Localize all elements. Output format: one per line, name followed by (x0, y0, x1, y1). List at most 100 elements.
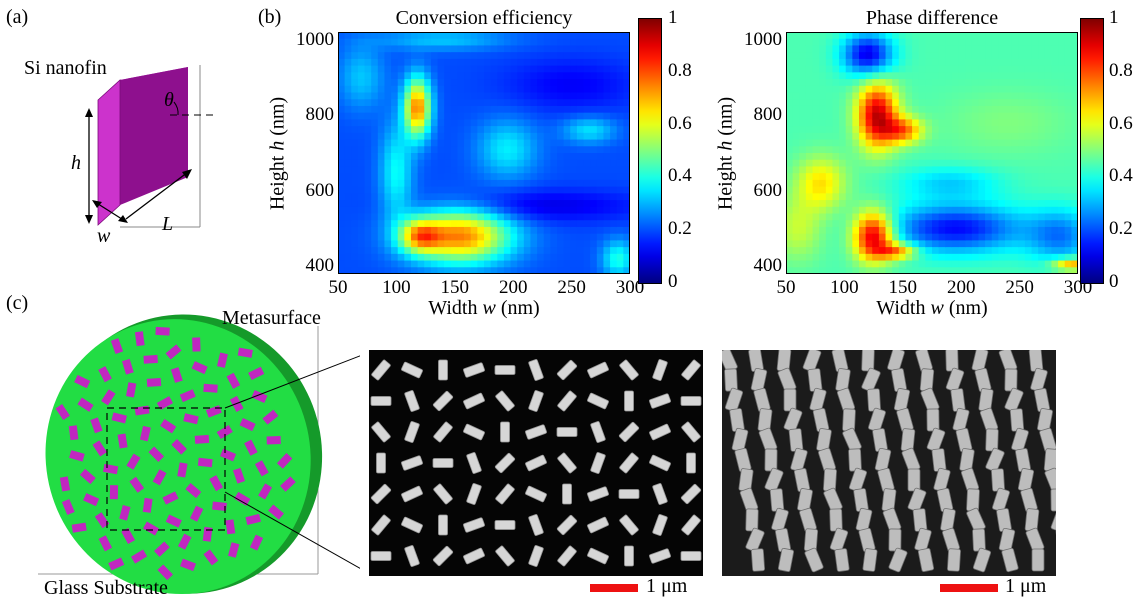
heatmap-cell (457, 105, 465, 114)
heatmap-cell (938, 112, 946, 120)
heatmap-cell (1011, 193, 1019, 201)
heatmap-cell (971, 99, 980, 107)
heatmap-cell (596, 132, 605, 141)
heatmap-cell (503, 79, 512, 87)
heatmap-cell (550, 132, 558, 141)
heatmap-cell (497, 179, 505, 188)
heatmap-cell (945, 72, 953, 80)
heatmap-cell (523, 45, 532, 53)
sem-nanofin (557, 390, 577, 412)
heatmap-cell (991, 226, 999, 235)
heatmap-cell (457, 99, 465, 107)
heatmap-cell (543, 92, 551, 100)
heatmap-cell (430, 38, 439, 47)
heatmap-cell (805, 159, 814, 168)
heatmap-cell (417, 220, 425, 228)
heatmap-cell (825, 65, 834, 73)
heatmap-cell (805, 72, 814, 80)
heatmap-cell (603, 260, 611, 268)
heatmap-cell (1044, 38, 1053, 47)
heatmap-cell (364, 146, 372, 154)
heatmap-cell (1024, 92, 1033, 100)
heatmap-cell (905, 247, 913, 255)
heatmap-cell (437, 253, 445, 262)
sem-nanofin (495, 390, 515, 412)
heatmap-cell (1038, 253, 1046, 262)
heatmap-cell (1005, 58, 1013, 67)
heatmap-cell (464, 240, 472, 248)
heatmap-cell (596, 139, 605, 147)
heatmap-cell (951, 213, 960, 221)
heatmap-cell (872, 173, 880, 181)
heatmap-cell (1031, 52, 1039, 60)
heatmap-cell (397, 220, 405, 228)
heatmap-cell (357, 119, 366, 127)
heatmap-cell (404, 213, 412, 221)
heatmap-cell (464, 166, 472, 174)
heatmap-cell (411, 132, 419, 141)
heatmap-cell (610, 105, 618, 114)
heatmap-cell (470, 220, 478, 228)
heatmap-cell (845, 45, 853, 53)
heatmap-cell (819, 79, 827, 87)
heatmap-cell (457, 166, 465, 174)
heatmap-cell (530, 126, 538, 134)
heatmap-cell (563, 99, 571, 107)
heatmap-cell (457, 32, 465, 40)
heatmap-cell (786, 173, 794, 181)
heatmap-cell (958, 32, 966, 40)
heatmap-cell (497, 139, 505, 147)
heatmap-cell (852, 193, 860, 201)
heatmap-cell (338, 58, 346, 67)
heatmap-cell (450, 233, 459, 241)
heatmap-cell (616, 65, 624, 73)
heatmap-cell (490, 45, 498, 53)
heatmap-cell (1011, 105, 1019, 114)
heatmap-cell (965, 126, 973, 134)
heatmap-cell (918, 105, 926, 114)
heatmap-cell (477, 247, 485, 255)
heatmap-cell (484, 65, 492, 73)
heatmap-cell (583, 58, 591, 67)
heatmap-cell (417, 139, 425, 147)
heatmap-cell (450, 92, 459, 100)
x-tick-label: 250 (1005, 277, 1034, 298)
heatmap-cell (404, 206, 412, 215)
heatmap-cell (570, 200, 578, 208)
heatmap-cell (918, 65, 926, 73)
heatmap-cell (845, 112, 853, 120)
heatmap-cell (364, 79, 372, 87)
heatmap-cell (503, 213, 512, 221)
heatmap-cell (576, 32, 585, 40)
heatmap-cell (945, 132, 953, 141)
heatmap-cell (550, 38, 558, 47)
heatmap-cell (444, 132, 452, 141)
heatmap-cell (1071, 126, 1078, 134)
heatmap-cell (510, 79, 518, 87)
heatmap-cell (563, 112, 571, 120)
heatmap-cell (357, 159, 366, 168)
colorbar-tick-label: 0 (1109, 271, 1119, 292)
heatmap-cell (872, 45, 880, 53)
heatmap-cell (1005, 260, 1013, 268)
heatmap-cell (1038, 139, 1046, 147)
heatmap-cell (377, 45, 386, 53)
heatmap-cell (417, 92, 425, 100)
heatmap-cell (570, 193, 578, 201)
heatmap-cell (799, 186, 807, 194)
heatmap-cell (583, 119, 591, 127)
heatmap-cell (570, 52, 578, 60)
heatmap-cell (583, 153, 591, 161)
heatmap-cell (1031, 166, 1039, 174)
heatmap-cell (610, 153, 618, 161)
heatmap-cell (364, 159, 372, 168)
heatmap-cell (384, 132, 392, 141)
heatmap-cell (1018, 213, 1026, 221)
heatmap-cell (450, 226, 459, 235)
heatmap-cell (1038, 38, 1046, 47)
heatmap-cell (411, 240, 419, 248)
heatmap-cell (1018, 233, 1026, 241)
heatmap-cell (344, 72, 352, 80)
heatmap-cell (1031, 99, 1039, 107)
heatmap-cell (865, 132, 873, 141)
